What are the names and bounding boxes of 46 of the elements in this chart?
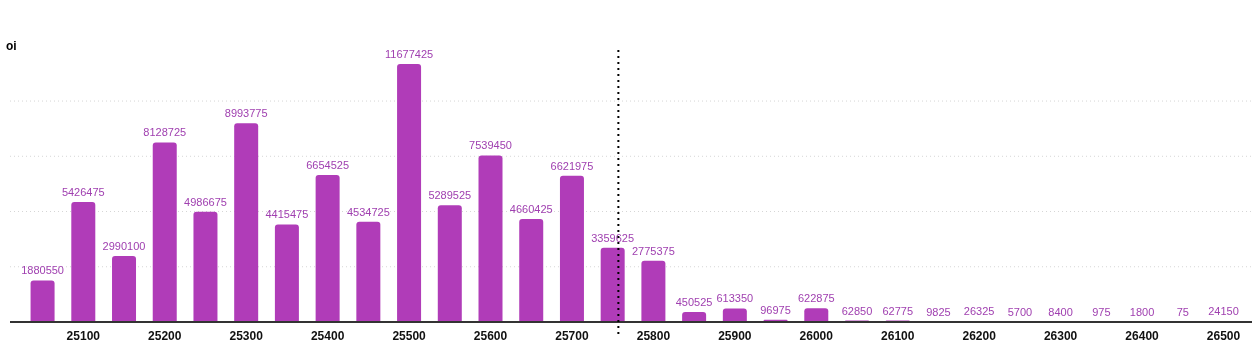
- data-label: 622875: [797, 292, 835, 305]
- data-label: 5700: [1007, 305, 1033, 318]
- x-tick-label: 25400: [310, 329, 345, 343]
- data-label: 75: [1176, 306, 1189, 318]
- x-tick-label: 26100: [881, 329, 915, 343]
- x-tick-label: 26400: [1125, 329, 1160, 343]
- data-label: 4660425: [509, 203, 553, 216]
- x-tick-label: 25600: [473, 329, 508, 343]
- data-label: 2990100: [102, 239, 146, 252]
- x-tick-label: 25100: [66, 329, 101, 343]
- data-label: 5426475: [61, 186, 105, 199]
- data-label: 62775: [882, 304, 914, 317]
- data-label: 3359625: [591, 231, 635, 244]
- data-label: 8128725: [143, 126, 187, 139]
- data-label: 1800: [1129, 305, 1155, 318]
- x-tick-label: 26500: [1206, 329, 1241, 343]
- data-label: 6621975: [550, 159, 594, 172]
- data-label: 4415475: [265, 208, 309, 221]
- x-tick-label: 26300: [1043, 329, 1078, 343]
- data-label: 975: [1092, 305, 1111, 318]
- x-tick-label: 25700: [555, 329, 589, 343]
- data-label: 5289525: [428, 189, 472, 202]
- y-axis-title: oi: [6, 39, 17, 53]
- x-tick-label: 25900: [718, 329, 752, 343]
- data-label: 4986675: [184, 195, 227, 208]
- x-tick-label: 25300: [229, 329, 264, 343]
- data-label: 7539450: [469, 139, 512, 152]
- data-label: 6654525: [306, 158, 350, 171]
- data-label: 24150: [1208, 305, 1239, 318]
- data-label: 613350: [716, 292, 754, 305]
- x-tick-label: 25200: [148, 329, 182, 343]
- data-label: 4534725: [346, 205, 390, 218]
- x-tick-label: 25800: [636, 329, 671, 343]
- data-label: 26325: [963, 305, 995, 318]
- data-label: 1880550: [21, 264, 64, 277]
- data-label: 2775375: [631, 244, 675, 257]
- data-label: 11677425: [385, 48, 434, 60]
- x-tick-label: 26000: [799, 329, 834, 343]
- data-label: 8400: [1048, 305, 1073, 318]
- data-label: 450525: [675, 296, 713, 309]
- data-label: 96975: [760, 303, 791, 316]
- data-label: 8993775: [224, 107, 268, 120]
- x-tick-label: 26200: [962, 329, 997, 343]
- data-label: 62850: [841, 304, 873, 317]
- data-label: 9825: [926, 305, 951, 318]
- x-tick-label: 25500: [392, 329, 427, 343]
